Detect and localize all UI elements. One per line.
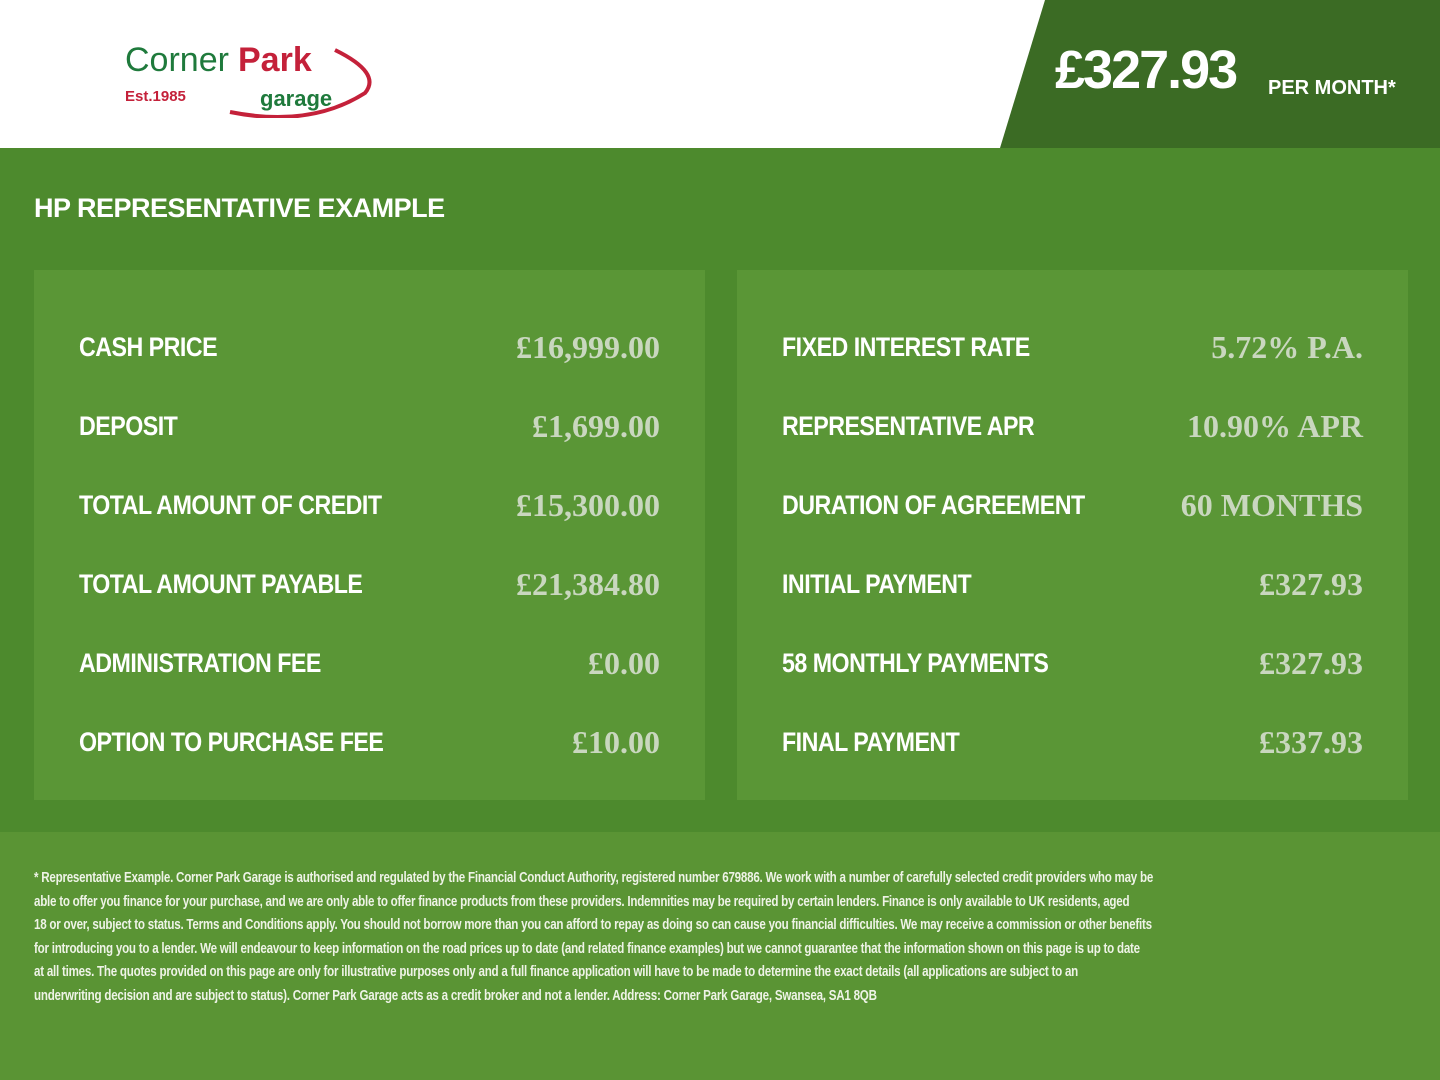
row-label: DEPOSIT [79, 411, 178, 441]
finance-row: INITIAL PAYMENT £327.93 [782, 565, 1363, 605]
per-month-label: PER MONTH* [1268, 77, 1396, 99]
finance-row: DURATION OF AGREEMENT 60 MONTHS [782, 486, 1363, 526]
finance-row: FIXED INTEREST RATE 5.72% P.A. [782, 328, 1363, 368]
finance-row: 58 MONTHLY PAYMENTS £327.93 [782, 644, 1363, 684]
disclaimer-line: underwriting decision and are subject to… [34, 987, 877, 1004]
row-label: TOTAL AMOUNT OF CREDIT [79, 490, 382, 520]
header: Corner Park Est.1985 garage £327.93 PER … [0, 0, 1440, 148]
right-panel: FIXED INTEREST RATE 5.72% P.A. REPRESENTAT… [737, 270, 1408, 800]
row-value: £327.93 [1259, 566, 1363, 602]
disclaimer: * Representative Example. Corner Park Ga… [0, 832, 1440, 1080]
finance-row: REPRESENTATIVE APR 10.90% APR [782, 407, 1363, 447]
row-value: £1,699.00 [532, 408, 660, 444]
row-value: £0.00 [588, 645, 660, 681]
row-label: ADMINISTRATION FEE [79, 648, 321, 678]
row-label: TOTAL AMOUNT PAYABLE [79, 569, 363, 599]
row-label: FINAL PAYMENT [782, 727, 960, 757]
finance-row: ADMINISTRATION FEE £0.00 [79, 644, 660, 684]
finance-row: TOTAL AMOUNT PAYABLE £21,384.80 [79, 565, 660, 605]
svg-text:garage: garage [260, 86, 332, 111]
monthly-price: £327.93 [1055, 40, 1238, 100]
price-band [1000, 0, 1440, 148]
row-value: £16,999.00 [516, 329, 660, 365]
row-label: 58 MONTHLY PAYMENTS [782, 648, 1049, 678]
row-value: 60 MONTHS [1180, 487, 1363, 523]
corner-park-garage-logo: Corner Park Est.1985 garage [125, 41, 372, 118]
row-value: £337.93 [1259, 724, 1363, 760]
row-value: 10.90% APR [1187, 408, 1363, 444]
finance-row: FINAL PAYMENT £337.93 [782, 723, 1363, 763]
row-value: £10.00 [572, 724, 660, 760]
row-value: £21,384.80 [516, 566, 660, 602]
disclaimer-line: * Representative Example. Corner Park Ga… [34, 870, 1154, 886]
row-label: INITIAL PAYMENT [782, 569, 972, 599]
svg-text:Est.1985: Est.1985 [125, 88, 186, 105]
row-value: 5.72% P.A. [1211, 329, 1363, 365]
row-label: OPTION TO PURCHASE FEE [79, 727, 384, 757]
row-label: REPRESENTATIVE APR [782, 411, 1035, 441]
disclaimer-line: able to offer you finance for your purch… [34, 893, 1130, 910]
disclaimer-line: for introducing you to a lender. We will… [34, 940, 1140, 957]
finance-row: TOTAL AMOUNT OF CREDIT £15,300.00 [79, 486, 660, 526]
disclaimer-line: 18 or over, subject to status. Terms and… [34, 917, 1152, 933]
finance-row: OPTION TO PURCHASE FEE £10.00 [79, 723, 660, 763]
finance-row: CASH PRICE £16,999.00 [79, 328, 660, 368]
row-label: FIXED INTEREST RATE [782, 332, 1030, 362]
section-title: HP REPRESENTATIVE EXAMPLE [34, 193, 445, 223]
svg-text:Park: Park [238, 41, 312, 79]
disclaimer-line: at all times. The quotes provided on thi… [34, 964, 1079, 980]
finance-row: DEPOSIT £1,699.00 [79, 407, 660, 447]
row-value: £15,300.00 [516, 487, 660, 523]
row-label: CASH PRICE [79, 332, 218, 362]
row-value: £327.93 [1259, 645, 1363, 681]
svg-text:Corner: Corner [125, 41, 229, 79]
left-panel: CASH PRICE £16,999.00 DEPOSIT £1,699.00 TOTA… [34, 270, 705, 800]
row-label: DURATION OF AGREEMENT [782, 490, 1085, 520]
